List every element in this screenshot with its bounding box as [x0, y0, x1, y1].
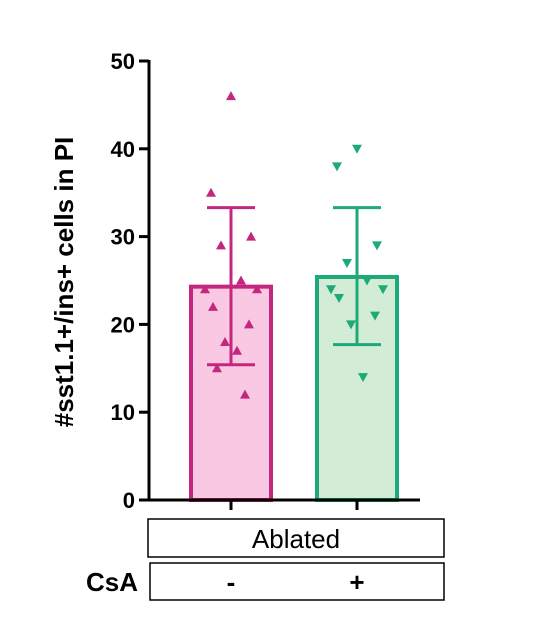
data-point-0-11 [212, 363, 222, 373]
data-point-0-6 [252, 284, 262, 294]
condition-label-minus: - [227, 567, 236, 597]
x-axis [147, 498, 420, 510]
y-tick-label-40: 40 [111, 137, 135, 162]
data-point-0-5 [200, 284, 210, 294]
group-label: Ablated [252, 524, 340, 554]
data-point-1-6 [378, 285, 388, 295]
y-tick-label-10: 10 [111, 400, 135, 425]
data-points [200, 91, 388, 399]
data-point-0-12 [240, 389, 250, 399]
data-point-0-8 [244, 319, 254, 329]
y-axis-title: #sst1.1+/ins+ cells in PI [49, 137, 79, 428]
data-point-0-10 [232, 345, 242, 355]
error-bars [207, 206, 381, 367]
condition-row-frame [149, 562, 445, 601]
data-point-0-4 [236, 275, 246, 285]
data-point-1-4 [362, 276, 372, 286]
data-point-1-7 [334, 294, 344, 304]
bars [189, 274, 399, 502]
y-tick-label-20: 20 [111, 312, 135, 337]
y-tick-label-50: 50 [111, 49, 135, 74]
data-point-1-5 [326, 285, 336, 295]
data-point-1-1 [332, 162, 342, 172]
data-point-0-7 [208, 301, 218, 311]
data-point-0-2 [246, 231, 256, 241]
data-point-1-2 [372, 241, 382, 251]
y-axis: 0 10 20 30 40 50 [111, 49, 151, 513]
group-label-frame [147, 518, 445, 558]
condition-row: CsA - + [86, 562, 445, 601]
condition-label-plus: + [349, 567, 364, 597]
data-point-0-1 [206, 187, 216, 197]
data-point-1-10 [358, 373, 368, 383]
data-point-1-0 [352, 144, 362, 154]
data-point-1-9 [346, 320, 356, 330]
data-point-0-3 [216, 240, 226, 250]
data-point-0-9 [220, 336, 230, 346]
data-point-1-8 [370, 311, 380, 321]
condition-row-label: CsA [86, 567, 138, 597]
data-point-1-3 [342, 258, 352, 268]
group-label-box: Ablated [147, 518, 445, 558]
y-tick-label-0: 0 [123, 488, 135, 513]
y-tick-label-30: 30 [111, 225, 135, 250]
data-point-0-0 [226, 91, 236, 101]
